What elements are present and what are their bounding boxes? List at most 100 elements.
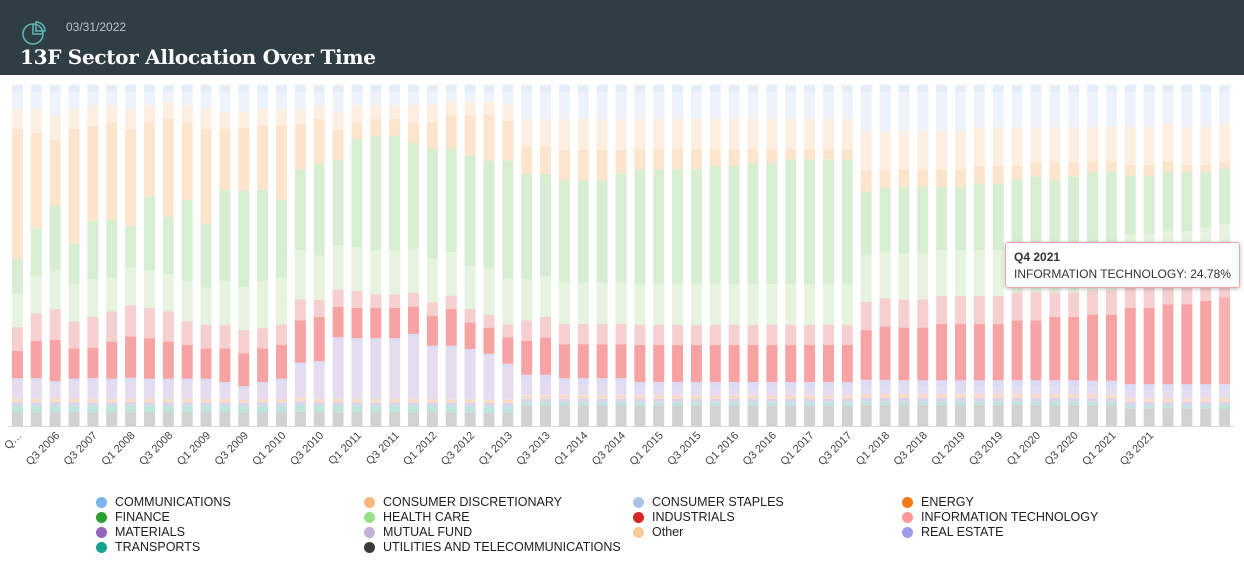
bar-segment[interactable] xyxy=(785,405,797,426)
bar-segment[interactable] xyxy=(728,405,740,426)
bar-segment[interactable] xyxy=(521,405,533,426)
bar-segment[interactable] xyxy=(860,131,872,171)
bar-segment[interactable] xyxy=(1200,398,1212,402)
bar-segment[interactable] xyxy=(992,397,1004,402)
bar-segment[interactable] xyxy=(200,223,212,288)
bar-segment[interactable] xyxy=(1068,317,1080,381)
bar-segment[interactable] xyxy=(219,280,231,325)
bar-segment[interactable] xyxy=(936,380,948,388)
bar-stack[interactable] xyxy=(294,85,306,426)
bar-segment[interactable] xyxy=(1105,91,1117,127)
bar-segment[interactable] xyxy=(653,149,665,170)
bar-segment[interactable] xyxy=(68,405,80,413)
bar-stack[interactable] xyxy=(860,85,872,426)
bar-segment[interactable] xyxy=(181,344,193,379)
bar-segment[interactable] xyxy=(728,284,740,325)
bar-segment[interactable] xyxy=(540,173,552,276)
bar-segment[interactable] xyxy=(275,402,287,406)
bar-stack[interactable] xyxy=(955,85,967,426)
bar-segment[interactable] xyxy=(162,118,174,217)
bar-segment[interactable] xyxy=(785,395,797,399)
bar-segment[interactable] xyxy=(87,347,99,379)
bar-segment[interactable] xyxy=(181,321,193,345)
bar-stack[interactable] xyxy=(747,85,759,426)
bar-segment[interactable] xyxy=(68,412,80,427)
bar-segment[interactable] xyxy=(68,348,80,379)
bar-segment[interactable] xyxy=(445,405,457,413)
bar-segment[interactable] xyxy=(87,91,99,106)
bar-segment[interactable] xyxy=(615,149,627,174)
bar-segment[interactable] xyxy=(389,341,401,399)
bar-segment[interactable] xyxy=(294,397,306,402)
bar-segment[interactable] xyxy=(841,398,853,403)
bar-segment[interactable] xyxy=(219,405,231,413)
bar-segment[interactable] xyxy=(370,135,382,251)
bar-segment[interactable] xyxy=(162,91,174,102)
bar-segment[interactable] xyxy=(257,398,269,403)
bar-segment[interactable] xyxy=(351,398,363,403)
bar-segment[interactable] xyxy=(709,149,721,167)
bar-segment[interactable] xyxy=(238,399,250,403)
bar-segment[interactable] xyxy=(1011,394,1023,398)
bar-segment[interactable] xyxy=(1124,85,1136,92)
bar-segment[interactable] xyxy=(898,130,910,170)
bar-segment[interactable] xyxy=(464,115,476,156)
bar-segment[interactable] xyxy=(747,398,759,403)
bar-segment[interactable] xyxy=(87,316,99,348)
bar-segment[interactable] xyxy=(143,91,155,106)
bar-segment[interactable] xyxy=(709,85,721,92)
bar-segment[interactable] xyxy=(68,243,80,285)
bar-segment[interactable] xyxy=(87,125,99,222)
bar-segment[interactable] xyxy=(841,149,853,160)
bar-segment[interactable] xyxy=(49,339,61,382)
bar-segment[interactable] xyxy=(879,188,891,252)
bar-segment[interactable] xyxy=(1068,162,1080,177)
bar-segment[interactable] xyxy=(936,324,948,381)
bar-segment[interactable] xyxy=(162,402,174,406)
bar-segment[interactable] xyxy=(558,405,570,426)
bar-segment[interactable] xyxy=(955,397,967,402)
bar-stack[interactable] xyxy=(785,85,797,426)
bar-segment[interactable] xyxy=(426,91,438,106)
bar-stack[interactable] xyxy=(275,85,287,426)
bar-stack[interactable] xyxy=(936,85,948,426)
bar-segment[interactable] xyxy=(634,284,646,325)
bar-segment[interactable] xyxy=(426,85,438,92)
bar-segment[interactable] xyxy=(238,128,250,191)
bar-segment[interactable] xyxy=(785,149,797,160)
bar-segment[interactable] xyxy=(1181,398,1193,402)
bar-segment[interactable] xyxy=(860,301,872,331)
bar-segment[interactable] xyxy=(257,91,269,109)
bar-stack[interactable] xyxy=(11,85,23,426)
bar-segment[interactable] xyxy=(879,85,891,93)
bar-segment[interactable] xyxy=(992,387,1004,395)
bar-segment[interactable] xyxy=(1105,387,1117,395)
bar-segment[interactable] xyxy=(917,85,929,93)
bar-segment[interactable] xyxy=(558,378,570,386)
bar-segment[interactable] xyxy=(879,92,891,132)
bar-segment[interactable] xyxy=(1030,394,1042,398)
bar-segment[interactable] xyxy=(162,216,174,275)
bar-segment[interactable] xyxy=(634,382,646,389)
bar-segment[interactable] xyxy=(502,403,514,407)
bar-segment[interactable] xyxy=(125,405,137,413)
bar-segment[interactable] xyxy=(596,91,608,120)
bar-segment[interactable] xyxy=(917,401,929,405)
bar-segment[interactable] xyxy=(1030,401,1042,405)
bar-segment[interactable] xyxy=(389,91,401,106)
bar-segment[interactable] xyxy=(1105,290,1117,315)
bar-segment[interactable] xyxy=(785,91,797,119)
bar-segment[interactable] xyxy=(1143,398,1155,402)
bar-segment[interactable] xyxy=(709,402,721,406)
bar-stack[interactable] xyxy=(125,85,137,426)
bar-segment[interactable] xyxy=(200,378,212,383)
bar-segment[interactable] xyxy=(200,324,212,349)
bar-segment[interactable] xyxy=(992,92,1004,128)
legend-item[interactable]: MUTUAL FUND xyxy=(364,525,633,539)
bar-segment[interactable] xyxy=(389,294,401,308)
bar-segment[interactable] xyxy=(68,378,80,383)
bar-segment[interactable] xyxy=(936,186,948,251)
bar-segment[interactable] xyxy=(219,348,231,383)
bar-segment[interactable] xyxy=(219,324,231,349)
bar-segment[interactable] xyxy=(690,395,702,399)
